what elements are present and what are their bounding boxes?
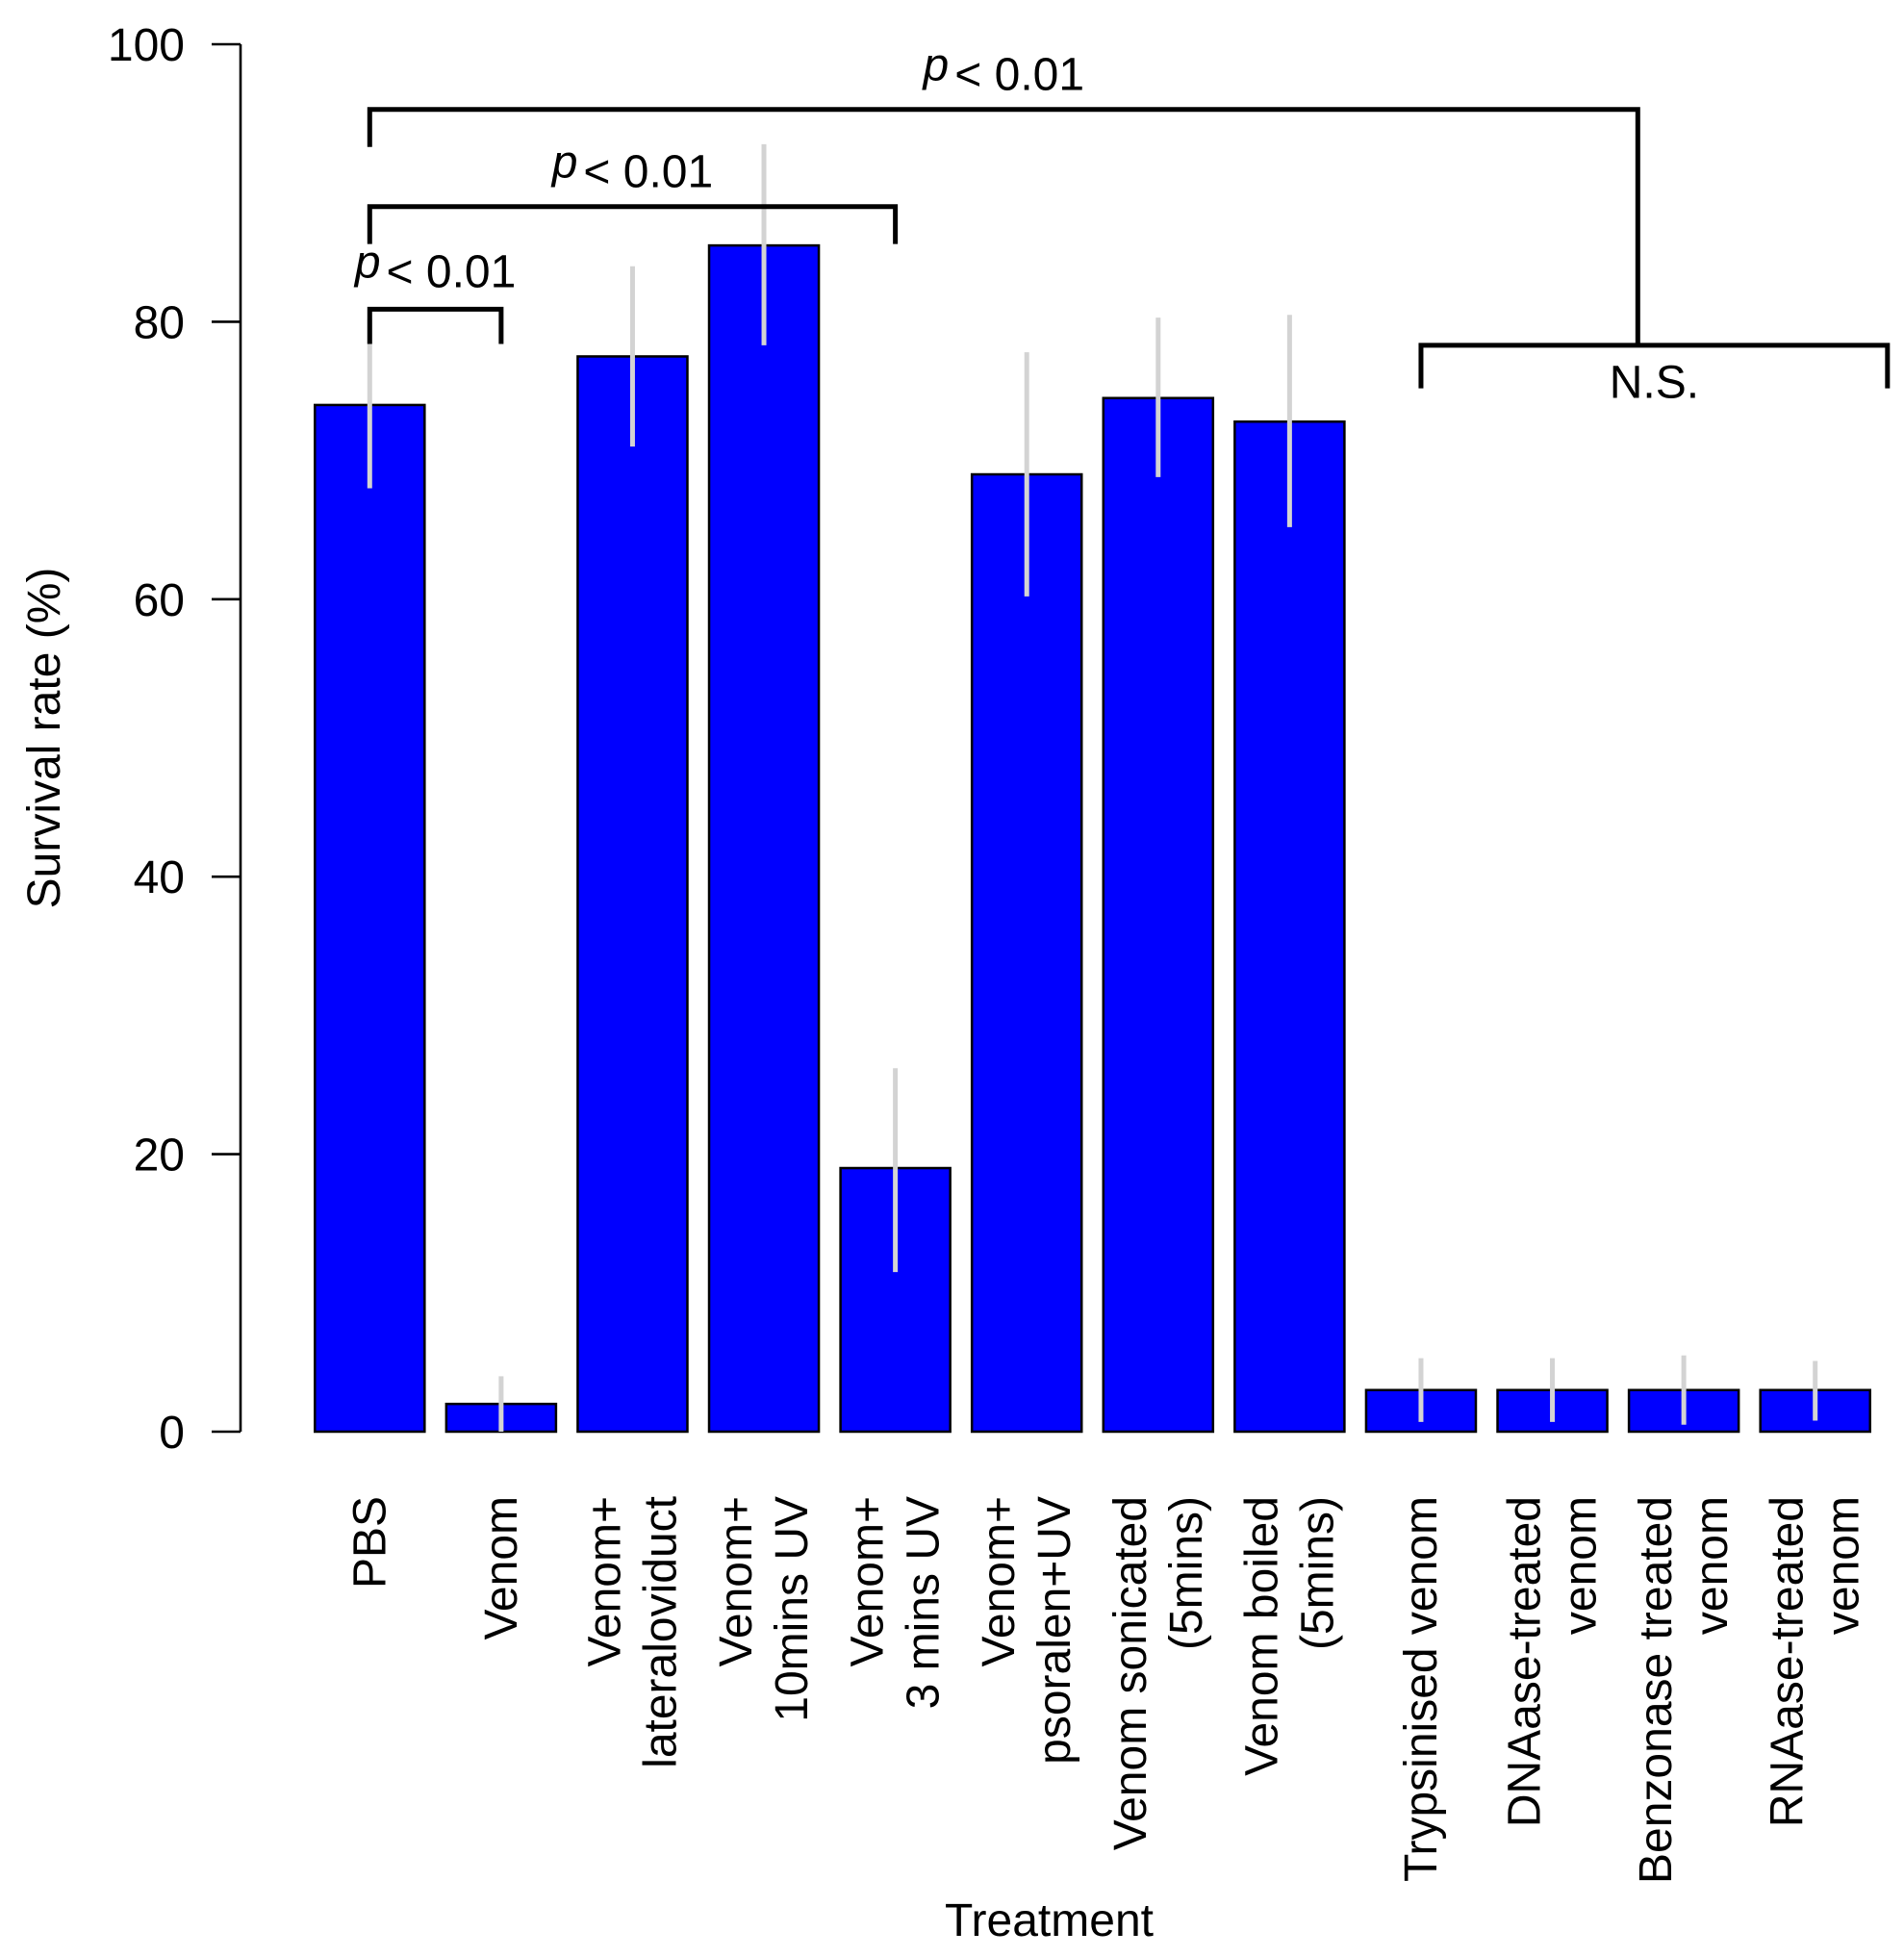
y-axis: 0 20 40 60 80 100	[108, 20, 242, 1459]
x-category-label-line: venom	[1818, 1496, 1869, 1635]
x-category-label-line: Benzonase treated	[1631, 1496, 1682, 1884]
x-category-label: Venom+ 3 mins UV	[843, 1496, 950, 1709]
x-category-label-line: Venom	[476, 1496, 527, 1639]
p-value-text: < 0.01	[387, 246, 517, 297]
p-value-label: p < 0.01	[922, 40, 1085, 101]
x-category-label: Benzonase treated venom	[1631, 1496, 1738, 1884]
p-symbol: p	[550, 138, 578, 189]
x-category-label-line: DNAase-treated	[1500, 1496, 1551, 1827]
x-category-label-line: Venom+	[711, 1496, 762, 1666]
x-category-label-line: venom	[1556, 1496, 1607, 1635]
x-category-label: DNAase-treated venom	[1500, 1496, 1607, 1827]
x-category-label-line: lateraloviduct	[635, 1496, 686, 1768]
p-value-text: < 0.01	[954, 50, 1084, 101]
bar	[1233, 419, 1346, 1434]
p-value-label: p < 0.01	[353, 237, 517, 297]
x-category-labels: PBS Venom Venom+ lateraloviduct Venom+ 10mins…	[344, 1496, 1868, 1884]
y-tick-label: 20	[134, 1131, 185, 1182]
p-value-label: p < 0.01	[550, 138, 714, 198]
x-category-label-line: Venom boiled	[1236, 1496, 1287, 1776]
bar	[970, 472, 1083, 1434]
y-tick-label: 80	[134, 297, 185, 348]
x-category-label: Venom+ psoralen+UV	[974, 1496, 1080, 1765]
significance-bracket	[367, 204, 899, 244]
bar	[707, 243, 821, 1434]
significance-bracket	[367, 306, 504, 344]
y-tick-label: 40	[134, 852, 185, 903]
x-category-label-line: psoralen+UV	[1029, 1496, 1080, 1765]
bar	[576, 355, 689, 1434]
x-category-label-line: Venom+	[843, 1496, 894, 1666]
x-category-label: Venom+ lateraloviduct	[579, 1496, 686, 1768]
significance-bracket	[367, 107, 1640, 345]
y-tick-label: 0	[159, 1408, 185, 1459]
p-value-text: < 0.01	[583, 147, 713, 198]
y-tick-label: 100	[108, 20, 185, 71]
x-category-label: Venom boiled (5mins)	[1236, 1496, 1343, 1776]
x-category-label-line: 3 mins UV	[899, 1496, 950, 1709]
x-axis-title: Treatment	[945, 1895, 1154, 1946]
x-category-label: Venom	[476, 1496, 527, 1639]
x-category-label-line: 10mins UV	[767, 1496, 818, 1722]
y-tick-label: 60	[134, 575, 185, 626]
bars-group	[314, 243, 1871, 1434]
x-category-label-line: (5mins)	[1292, 1496, 1343, 1650]
x-category-label-line: Trypsinised venom	[1396, 1496, 1447, 1882]
significance-annotations: p < 0.01p < 0.01p < 0.01N.S.	[353, 40, 1891, 409]
x-category-label: Venom sonicated (5mins)	[1105, 1496, 1212, 1850]
x-category-label-line: RNAase-treated	[1763, 1496, 1814, 1827]
bar	[314, 403, 426, 1434]
x-category-label-line: Venom+	[579, 1496, 630, 1666]
x-category-label: Venom+ 10mins UV	[711, 1496, 818, 1722]
x-category-label-line: PBS	[344, 1496, 395, 1588]
x-category-label: RNAase-treated venom	[1763, 1496, 1869, 1827]
x-category-label-line: Venom+	[974, 1496, 1025, 1666]
x-category-label: Trypsinised venom	[1396, 1496, 1447, 1882]
p-symbol: p	[353, 237, 381, 288]
significance-bracket	[1418, 343, 1891, 389]
bar	[1102, 396, 1215, 1434]
y-axis-title: Survival rate (%)	[19, 568, 70, 909]
x-category-label-line: (5mins)	[1161, 1496, 1212, 1650]
error-bars-group	[367, 143, 1818, 1432]
ns-label: N.S.	[1610, 358, 1699, 409]
x-category-label: PBS	[344, 1496, 395, 1588]
x-category-label-line: venom	[1687, 1496, 1738, 1635]
x-category-label-line: Venom sonicated	[1105, 1496, 1156, 1850]
p-symbol: p	[922, 40, 950, 91]
